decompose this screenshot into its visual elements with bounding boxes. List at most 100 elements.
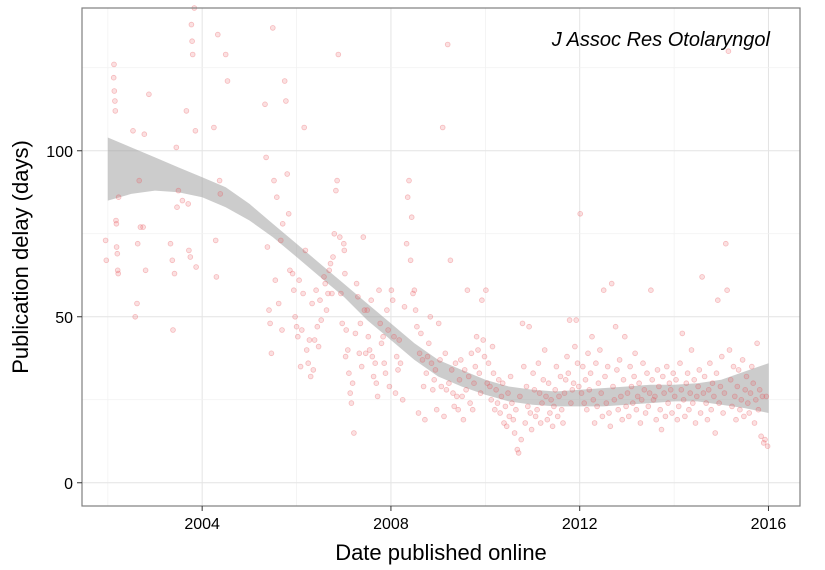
data-point [457,357,464,363]
data-point [680,396,687,403]
data-point [382,370,389,377]
data-point [298,327,305,333]
data-point [514,446,521,453]
data-point [455,406,462,413]
data-point [751,420,758,426]
data-point [693,393,700,400]
data-point [735,367,742,373]
data-point [599,413,606,420]
data-point [317,297,323,304]
data-point [612,323,619,330]
data-point [456,376,463,383]
data-point [380,333,386,340]
data-point [648,287,654,294]
data-point [553,363,560,370]
x-axis-ticks: 2004 2008 2012 2016 [184,506,786,533]
data-point [438,383,445,390]
data-point [369,353,376,360]
data-point [641,386,648,393]
data-point [407,257,414,264]
data-point [678,386,685,393]
data-point [638,396,645,403]
data-point [414,323,420,330]
data-point [370,373,377,380]
data-point [268,350,275,357]
data-point [756,386,763,393]
data-point [669,410,675,416]
data-point [167,240,174,247]
data-point [425,340,432,347]
data-point [762,436,768,443]
data-point [392,390,399,396]
data-point [734,383,741,390]
data-point [578,390,585,396]
data-point [699,274,705,280]
data-point [570,380,577,387]
data-point [179,197,186,204]
data-point [556,393,562,400]
data-point [634,393,641,400]
data-point [188,21,195,28]
data-point [552,386,558,393]
data-point [627,363,633,370]
data-point [523,383,530,390]
data-point [534,406,540,413]
data-point [624,390,631,396]
data-point [461,367,468,373]
data-point [654,367,661,373]
data-point [269,25,276,31]
data-point [378,340,385,347]
data-point [758,433,764,440]
y-axis-ticks: 0 50 100 [46,144,82,493]
data-point [483,287,489,294]
data-point [743,373,750,380]
data-point [581,400,587,406]
data-point [574,360,581,367]
data-point [583,406,590,413]
data-point [659,373,666,380]
data-point [713,370,720,377]
data-point [384,307,390,313]
data-point [494,400,501,406]
data-point [271,177,277,184]
data-point [355,293,361,300]
data-point [307,373,314,380]
data-point [513,406,519,413]
data-point [560,420,566,426]
data-point [517,393,523,400]
data-point [389,297,396,304]
data-point [399,396,406,403]
data-point [510,416,517,423]
data-point [615,406,621,413]
data-point [171,270,178,277]
data-point [645,403,652,410]
data-point [467,400,473,406]
data-point [684,370,691,377]
data-point [541,347,548,353]
data-point [112,98,118,104]
data-point [441,413,447,420]
data-point [475,347,481,353]
data-point [473,333,480,340]
data-point [464,287,471,294]
data-point [487,383,493,390]
data-point [633,406,640,413]
data-point [667,386,674,393]
data-point [335,51,342,58]
data-point [585,350,591,357]
data-point [361,307,368,313]
data-point [459,393,465,400]
data-point [577,211,583,217]
data-point [404,194,411,201]
data-point [301,124,308,131]
y-tick-label: 0 [64,476,73,493]
data-point [432,367,439,373]
data-point [549,423,556,430]
data-point [326,267,333,274]
data-point [302,247,309,254]
data-point [683,380,690,387]
data-point [739,357,746,363]
data-point [519,320,526,327]
data-point [110,74,117,81]
data-point [731,393,738,400]
